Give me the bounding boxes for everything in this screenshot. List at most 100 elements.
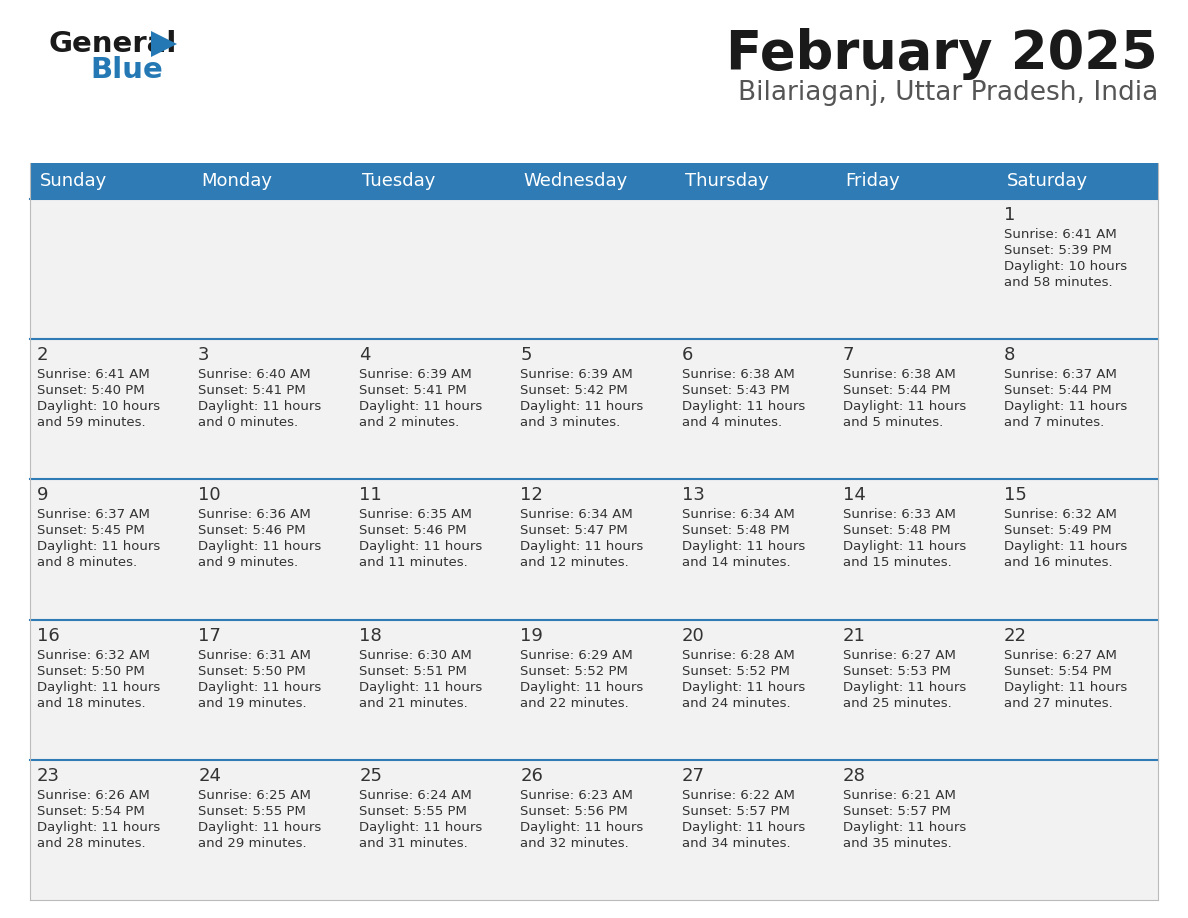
Text: Sunset: 5:51 PM: Sunset: 5:51 PM bbox=[359, 665, 467, 677]
Text: Friday: Friday bbox=[846, 172, 901, 190]
Text: Sunrise: 6:25 AM: Sunrise: 6:25 AM bbox=[198, 789, 311, 801]
Text: Daylight: 11 hours: Daylight: 11 hours bbox=[842, 400, 966, 413]
Bar bbox=[30, 163, 1158, 199]
Text: Sunday: Sunday bbox=[40, 172, 107, 190]
Text: Sunrise: 6:38 AM: Sunrise: 6:38 AM bbox=[682, 368, 795, 381]
Text: Sunset: 5:43 PM: Sunset: 5:43 PM bbox=[682, 385, 789, 397]
Text: 14: 14 bbox=[842, 487, 866, 504]
Text: Daylight: 11 hours: Daylight: 11 hours bbox=[842, 821, 966, 834]
Text: Sunset: 5:40 PM: Sunset: 5:40 PM bbox=[37, 385, 145, 397]
Text: Sunrise: 6:32 AM: Sunrise: 6:32 AM bbox=[1004, 509, 1117, 521]
Text: Sunrise: 6:27 AM: Sunrise: 6:27 AM bbox=[842, 649, 955, 662]
Text: and 14 minutes.: and 14 minutes. bbox=[682, 556, 790, 569]
Text: 10: 10 bbox=[198, 487, 221, 504]
Text: 15: 15 bbox=[1004, 487, 1026, 504]
Text: and 9 minutes.: and 9 minutes. bbox=[198, 556, 298, 569]
Text: Daylight: 11 hours: Daylight: 11 hours bbox=[1004, 541, 1127, 554]
Text: Sunset: 5:54 PM: Sunset: 5:54 PM bbox=[1004, 665, 1112, 677]
Text: Sunset: 5:52 PM: Sunset: 5:52 PM bbox=[520, 665, 628, 677]
Text: 11: 11 bbox=[359, 487, 383, 504]
Text: and 5 minutes.: and 5 minutes. bbox=[842, 416, 943, 430]
Text: Daylight: 11 hours: Daylight: 11 hours bbox=[842, 680, 966, 694]
Text: Sunrise: 6:38 AM: Sunrise: 6:38 AM bbox=[842, 368, 955, 381]
Text: 17: 17 bbox=[198, 627, 221, 644]
Text: 2: 2 bbox=[37, 346, 49, 364]
Text: Daylight: 11 hours: Daylight: 11 hours bbox=[37, 541, 160, 554]
Text: Sunrise: 6:36 AM: Sunrise: 6:36 AM bbox=[198, 509, 311, 521]
Text: Sunrise: 6:32 AM: Sunrise: 6:32 AM bbox=[37, 649, 150, 662]
Text: Sunset: 5:52 PM: Sunset: 5:52 PM bbox=[682, 665, 790, 677]
Text: 8: 8 bbox=[1004, 346, 1016, 364]
Text: Sunset: 5:48 PM: Sunset: 5:48 PM bbox=[682, 524, 789, 537]
Text: Sunrise: 6:41 AM: Sunrise: 6:41 AM bbox=[37, 368, 150, 381]
Text: Sunrise: 6:41 AM: Sunrise: 6:41 AM bbox=[1004, 228, 1117, 241]
Text: and 8 minutes.: and 8 minutes. bbox=[37, 556, 137, 569]
Text: 9: 9 bbox=[37, 487, 49, 504]
Polygon shape bbox=[151, 31, 177, 57]
Text: and 31 minutes.: and 31 minutes. bbox=[359, 837, 468, 850]
Text: Sunset: 5:47 PM: Sunset: 5:47 PM bbox=[520, 524, 628, 537]
Text: and 12 minutes.: and 12 minutes. bbox=[520, 556, 630, 569]
Text: Daylight: 11 hours: Daylight: 11 hours bbox=[359, 821, 482, 834]
Text: and 19 minutes.: and 19 minutes. bbox=[198, 697, 307, 710]
Text: 13: 13 bbox=[682, 487, 704, 504]
Text: Sunset: 5:44 PM: Sunset: 5:44 PM bbox=[842, 385, 950, 397]
Text: Sunrise: 6:26 AM: Sunrise: 6:26 AM bbox=[37, 789, 150, 801]
Text: Sunset: 5:39 PM: Sunset: 5:39 PM bbox=[1004, 244, 1112, 257]
Text: Daylight: 11 hours: Daylight: 11 hours bbox=[198, 821, 322, 834]
Text: and 0 minutes.: and 0 minutes. bbox=[198, 416, 298, 430]
Text: February 2025: February 2025 bbox=[726, 28, 1158, 80]
Text: 23: 23 bbox=[37, 767, 61, 785]
Text: Daylight: 11 hours: Daylight: 11 hours bbox=[359, 680, 482, 694]
Text: 1: 1 bbox=[1004, 206, 1016, 224]
Text: Daylight: 11 hours: Daylight: 11 hours bbox=[198, 680, 322, 694]
Text: and 29 minutes.: and 29 minutes. bbox=[198, 837, 307, 850]
Text: and 32 minutes.: and 32 minutes. bbox=[520, 837, 630, 850]
Text: 16: 16 bbox=[37, 627, 59, 644]
Text: Monday: Monday bbox=[201, 172, 272, 190]
Text: and 27 minutes.: and 27 minutes. bbox=[1004, 697, 1113, 710]
Text: Sunrise: 6:30 AM: Sunrise: 6:30 AM bbox=[359, 649, 472, 662]
Text: 4: 4 bbox=[359, 346, 371, 364]
Text: 6: 6 bbox=[682, 346, 693, 364]
Text: 18: 18 bbox=[359, 627, 383, 644]
Text: and 15 minutes.: and 15 minutes. bbox=[842, 556, 952, 569]
Text: and 59 minutes.: and 59 minutes. bbox=[37, 416, 146, 430]
Text: Sunrise: 6:34 AM: Sunrise: 6:34 AM bbox=[520, 509, 633, 521]
Text: Sunset: 5:56 PM: Sunset: 5:56 PM bbox=[520, 805, 628, 818]
Text: and 21 minutes.: and 21 minutes. bbox=[359, 697, 468, 710]
Text: Daylight: 11 hours: Daylight: 11 hours bbox=[359, 541, 482, 554]
Text: Sunrise: 6:39 AM: Sunrise: 6:39 AM bbox=[520, 368, 633, 381]
Text: Daylight: 11 hours: Daylight: 11 hours bbox=[520, 821, 644, 834]
Bar bbox=[30, 479, 1158, 620]
Text: 24: 24 bbox=[198, 767, 221, 785]
Text: Sunrise: 6:27 AM: Sunrise: 6:27 AM bbox=[1004, 649, 1117, 662]
Text: Sunset: 5:46 PM: Sunset: 5:46 PM bbox=[359, 524, 467, 537]
Text: Sunrise: 6:24 AM: Sunrise: 6:24 AM bbox=[359, 789, 472, 801]
Text: Sunset: 5:45 PM: Sunset: 5:45 PM bbox=[37, 524, 145, 537]
Text: 19: 19 bbox=[520, 627, 543, 644]
Text: Thursday: Thursday bbox=[684, 172, 769, 190]
Text: Sunset: 5:50 PM: Sunset: 5:50 PM bbox=[198, 665, 305, 677]
Text: and 58 minutes.: and 58 minutes. bbox=[1004, 276, 1112, 289]
Text: Sunset: 5:42 PM: Sunset: 5:42 PM bbox=[520, 385, 628, 397]
Text: Sunrise: 6:35 AM: Sunrise: 6:35 AM bbox=[359, 509, 472, 521]
Text: and 3 minutes.: and 3 minutes. bbox=[520, 416, 620, 430]
Text: Sunrise: 6:22 AM: Sunrise: 6:22 AM bbox=[682, 789, 795, 801]
Text: 25: 25 bbox=[359, 767, 383, 785]
Text: Sunset: 5:46 PM: Sunset: 5:46 PM bbox=[198, 524, 305, 537]
Text: Sunset: 5:55 PM: Sunset: 5:55 PM bbox=[359, 805, 467, 818]
Text: Sunrise: 6:37 AM: Sunrise: 6:37 AM bbox=[1004, 368, 1117, 381]
Text: and 16 minutes.: and 16 minutes. bbox=[1004, 556, 1112, 569]
Text: and 11 minutes.: and 11 minutes. bbox=[359, 556, 468, 569]
Text: Sunset: 5:49 PM: Sunset: 5:49 PM bbox=[1004, 524, 1112, 537]
Bar bbox=[30, 620, 1158, 760]
Text: Sunset: 5:55 PM: Sunset: 5:55 PM bbox=[198, 805, 307, 818]
Text: and 24 minutes.: and 24 minutes. bbox=[682, 697, 790, 710]
Text: Daylight: 11 hours: Daylight: 11 hours bbox=[682, 680, 804, 694]
Text: Wednesday: Wednesday bbox=[524, 172, 627, 190]
Text: Daylight: 11 hours: Daylight: 11 hours bbox=[1004, 680, 1127, 694]
Text: and 4 minutes.: and 4 minutes. bbox=[682, 416, 782, 430]
Text: and 34 minutes.: and 34 minutes. bbox=[682, 837, 790, 850]
Text: General: General bbox=[48, 30, 176, 58]
